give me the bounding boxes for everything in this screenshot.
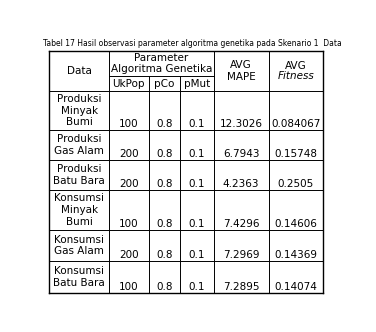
Text: 0.14369: 0.14369 bbox=[274, 250, 317, 260]
Text: pCo: pCo bbox=[154, 79, 174, 89]
Text: 0.2505: 0.2505 bbox=[277, 179, 314, 189]
Text: 0.1: 0.1 bbox=[189, 119, 205, 129]
Text: 0.1: 0.1 bbox=[189, 250, 205, 260]
Text: AVG: AVG bbox=[285, 61, 307, 71]
Text: Konsumsi
Batu Bara: Konsumsi Batu Bara bbox=[53, 266, 105, 288]
Text: 0.8: 0.8 bbox=[156, 219, 173, 229]
Text: Fitness: Fitness bbox=[277, 71, 314, 81]
Text: 0.8: 0.8 bbox=[156, 179, 173, 189]
Text: 0.8: 0.8 bbox=[156, 282, 173, 292]
Text: 7.2969: 7.2969 bbox=[223, 250, 259, 260]
Text: 0.1: 0.1 bbox=[189, 282, 205, 292]
Text: 0.14074: 0.14074 bbox=[274, 282, 317, 292]
Text: Produksi
Gas Alam: Produksi Gas Alam bbox=[54, 134, 104, 156]
Text: 0.8: 0.8 bbox=[156, 149, 173, 159]
Text: 0.1: 0.1 bbox=[189, 179, 205, 189]
Text: Data: Data bbox=[67, 66, 92, 76]
Text: 0.14606: 0.14606 bbox=[274, 219, 317, 229]
Text: 200: 200 bbox=[119, 179, 139, 189]
Text: 0.1: 0.1 bbox=[189, 149, 205, 159]
Text: 100: 100 bbox=[119, 282, 139, 292]
Text: pMut: pMut bbox=[184, 79, 210, 89]
Text: 7.4296: 7.4296 bbox=[223, 219, 259, 229]
Text: 200: 200 bbox=[119, 149, 139, 159]
Text: 4.2363: 4.2363 bbox=[223, 179, 259, 189]
Text: 100: 100 bbox=[119, 119, 139, 129]
Text: 200: 200 bbox=[119, 250, 139, 260]
Text: 0.8: 0.8 bbox=[156, 250, 173, 260]
Text: 0.1: 0.1 bbox=[189, 219, 205, 229]
Text: 0.15748: 0.15748 bbox=[274, 149, 317, 159]
Text: 0.8: 0.8 bbox=[156, 119, 173, 129]
Text: Konsumsi
Minyak
Bumi: Konsumsi Minyak Bumi bbox=[54, 194, 104, 227]
Text: 0.084067: 0.084067 bbox=[271, 119, 320, 129]
Text: Tabel 17 Hasil observasi parameter algoritma genetika pada Skenario 1  Data: Tabel 17 Hasil observasi parameter algor… bbox=[43, 39, 342, 48]
Text: UkPop: UkPop bbox=[112, 79, 145, 89]
Text: Parameter
Algoritma Genetika: Parameter Algoritma Genetika bbox=[111, 52, 212, 74]
Text: Konsumsi
Gas Alam: Konsumsi Gas Alam bbox=[54, 235, 104, 256]
Text: Produksi
Batu Bara: Produksi Batu Bara bbox=[53, 164, 105, 186]
Text: 7.2895: 7.2895 bbox=[223, 282, 259, 292]
Text: Produksi
Minyak
Bumi: Produksi Minyak Bumi bbox=[57, 94, 102, 127]
Text: 6.7943: 6.7943 bbox=[223, 149, 259, 159]
Text: 12.3026: 12.3026 bbox=[220, 119, 263, 129]
Text: 100: 100 bbox=[119, 219, 139, 229]
Text: AVG
MAPE: AVG MAPE bbox=[227, 60, 256, 82]
